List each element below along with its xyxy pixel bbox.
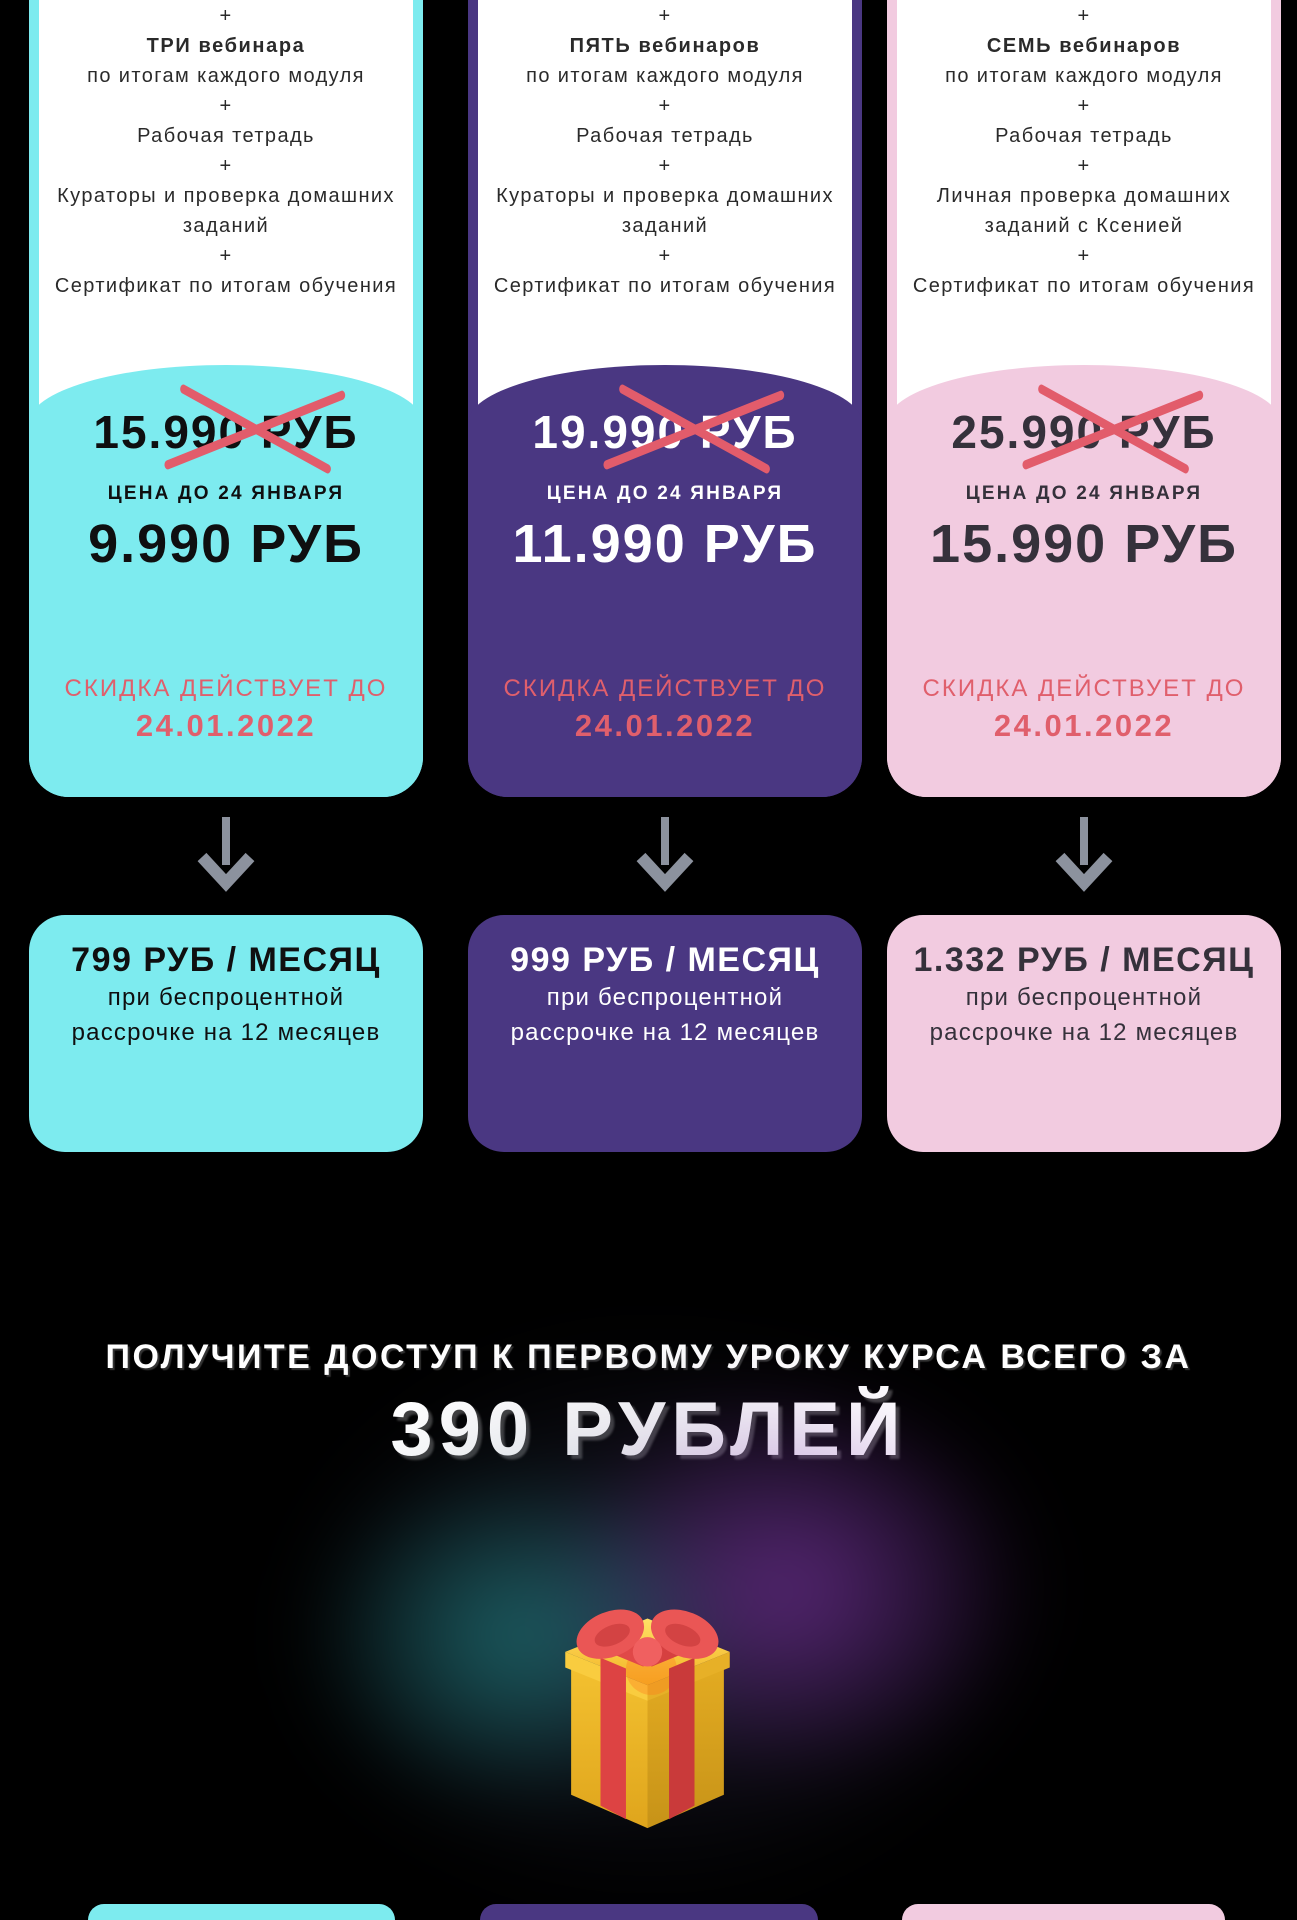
plus-separator: + [1077,5,1091,27]
plus-separator: + [219,95,233,117]
tariff-price-panel: 19.990 РУБ ЦЕНА ДО 24 ЯНВАРЯ 11.990 РУБ … [468,365,862,797]
plus-separator: + [658,95,672,117]
plus-separator: + [1077,95,1091,117]
tariff-card-three-webinars[interactable]: + ТРИ вебинара по итогам каждого модуля … [29,0,423,797]
monthly-price-card: 1.332 РУБ / МЕСЯЦ при беспроцентной расс… [887,915,1281,1152]
down-arrow-icon [29,813,423,902]
feature-homework: Кураторы и проверка домашних заданий [496,185,834,237]
next-card-peek-purple [480,1904,818,1920]
tariff-subtitle: по итогам каждого модуля [87,65,365,87]
tariff-title: СЕМЬ вебинаров [986,35,1182,57]
feature-certificate: Сертификат по итогам обучения [54,275,398,297]
feature-homework: Кураторы и проверка домашних заданий [57,185,395,237]
discount-date: 24.01.2022 [993,708,1175,743]
plus-separator: + [219,155,233,177]
next-card-peek-cyan [88,1904,395,1920]
tariff-features-panel: + ТРИ вебинара по итогам каждого модуля … [39,0,413,452]
tariff-subtitle: по итогам каждого модуля [945,65,1223,87]
tariff-price-panel: 15.990 РУБ ЦЕНА ДО 24 ЯНВАРЯ 9.990 РУБ С… [29,365,423,797]
strikethrough-cross-icon [603,384,785,474]
monthly-note-line1: при беспроцентной [965,984,1203,1011]
new-price: 11.990 РУБ [512,514,818,574]
down-arrow-icon [468,813,862,902]
tariff-card-five-webinars[interactable]: + ПЯТЬ вебинаров по итогам каждого модул… [468,0,862,797]
feature-workbook: Рабочая тетрадь [137,125,315,147]
price-caption: ЦЕНА ДО 24 ЯНВАРЯ [107,483,345,504]
monthly-price: 999 РУБ / МЕСЯЦ [510,941,820,979]
plus-separator: + [219,245,233,267]
monthly-note-line1: при беспроцентной [546,984,784,1011]
plus-separator: + [1077,155,1091,177]
feature-certificate: Сертификат по итогам обучения [912,275,1256,297]
price-caption: ЦЕНА ДО 24 ЯНВАРЯ [546,483,784,504]
monthly-price-card: 999 РУБ / МЕСЯЦ при беспроцентной рассро… [468,915,862,1152]
monthly-note-line1: при беспроцентной [107,984,345,1011]
tariff-price-panel: 25.990 РУБ ЦЕНА ДО 24 ЯНВАРЯ 15.990 РУБ … [887,365,1281,797]
tariff-title: ТРИ вебинара [146,35,306,57]
tariff-subtitle: по итогам каждого модуля [526,65,804,87]
price-caption: ЦЕНА ДО 24 ЯНВАРЯ [965,483,1203,504]
tariff-card-seven-webinars[interactable]: + СЕМЬ вебинаров по итогам каждого модул… [887,0,1281,797]
plus-separator: + [219,5,233,27]
plus-separator: + [658,5,672,27]
monthly-note-line2: рассрочке на 12 месяцев [510,1019,820,1046]
plus-separator: + [1077,245,1091,267]
discount-label: СКИДКА ДЕЙСТВУЕТ ДО [922,675,1246,702]
new-price: 15.990 РУБ [930,514,1238,574]
next-card-peek-pink [902,1904,1225,1920]
discount-date: 24.01.2022 [135,708,317,743]
strikethrough-cross-icon [164,384,346,474]
plus-separator: + [658,245,672,267]
feature-homework: Личная проверка домашних заданий с Ксени… [936,185,1232,237]
monthly-price: 1.332 РУБ / МЕСЯЦ [913,941,1255,979]
discount-date: 24.01.2022 [574,708,756,743]
new-price: 9.990 РУБ [88,514,364,574]
tariff-features-panel: + СЕМЬ вебинаров по итогам каждого модул… [897,0,1271,452]
monthly-note-line2: рассрочке на 12 месяцев [929,1019,1239,1046]
plus-separator: + [658,155,672,177]
feature-workbook: Рабочая тетрадь [995,125,1173,147]
tariff-title: ПЯТЬ вебинаров [569,35,761,57]
monthly-note-line2: рассрочке на 12 месяцев [71,1019,381,1046]
feature-workbook: Рабочая тетрадь [576,125,754,147]
monthly-price: 799 РУБ / МЕСЯЦ [71,941,381,979]
gift-icon [565,1609,730,1829]
discount-label: СКИДКА ДЕЙСТВУЕТ ДО [503,675,827,702]
feature-certificate: Сертификат по итогам обучения [493,275,837,297]
down-arrow-icon [887,813,1281,902]
monthly-price-card: 799 РУБ / МЕСЯЦ при беспроцентной рассро… [29,915,423,1152]
discount-label: СКИДКА ДЕЙСТВУЕТ ДО [64,675,388,702]
strikethrough-cross-icon [1022,384,1204,474]
